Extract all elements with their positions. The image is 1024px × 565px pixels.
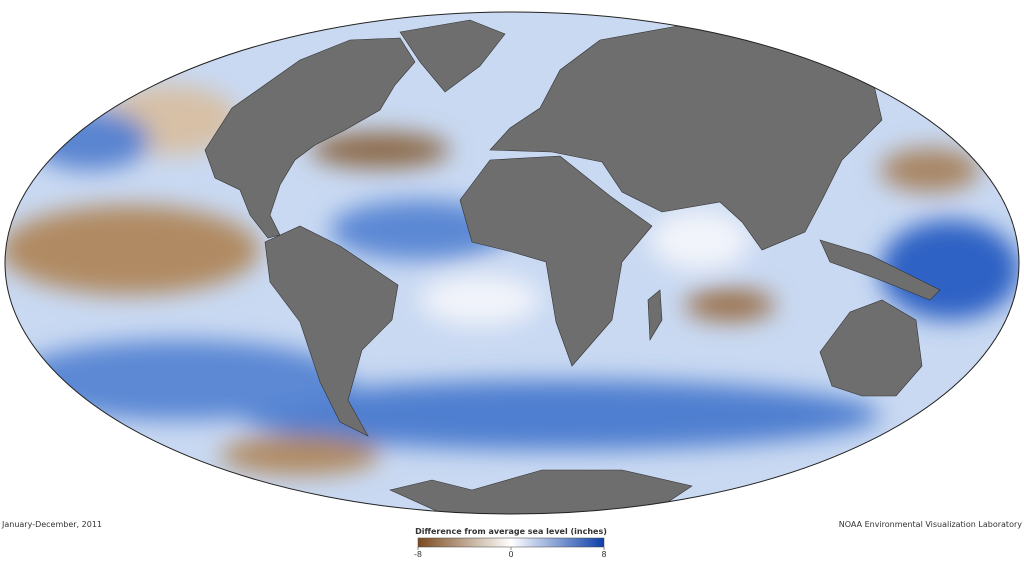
south-america: [264, 225, 399, 437]
colorbar: [417, 537, 605, 548]
islands: [819, 239, 941, 301]
north-america: [204, 37, 416, 239]
colorbar-tick-label: 0: [508, 550, 513, 559]
anomaly-field: [5, 85, 1019, 475]
colorbar-tick-label: -8: [414, 550, 422, 559]
legend-title: Difference from average sea level (inche…: [415, 527, 607, 536]
date-label: January-December, 2011: [1, 520, 102, 529]
antarctica: [389, 469, 693, 514]
map-outline: [4, 11, 1020, 515]
greenland: [399, 19, 506, 93]
madagascar: [647, 289, 663, 342]
eurasia: [489, 21, 883, 251]
colorbar-tick-label: 8: [601, 550, 606, 559]
africa: [459, 155, 653, 367]
credit-label: NOAA Environmental Visualization Laborat…: [839, 520, 1023, 529]
australia: [819, 299, 923, 397]
